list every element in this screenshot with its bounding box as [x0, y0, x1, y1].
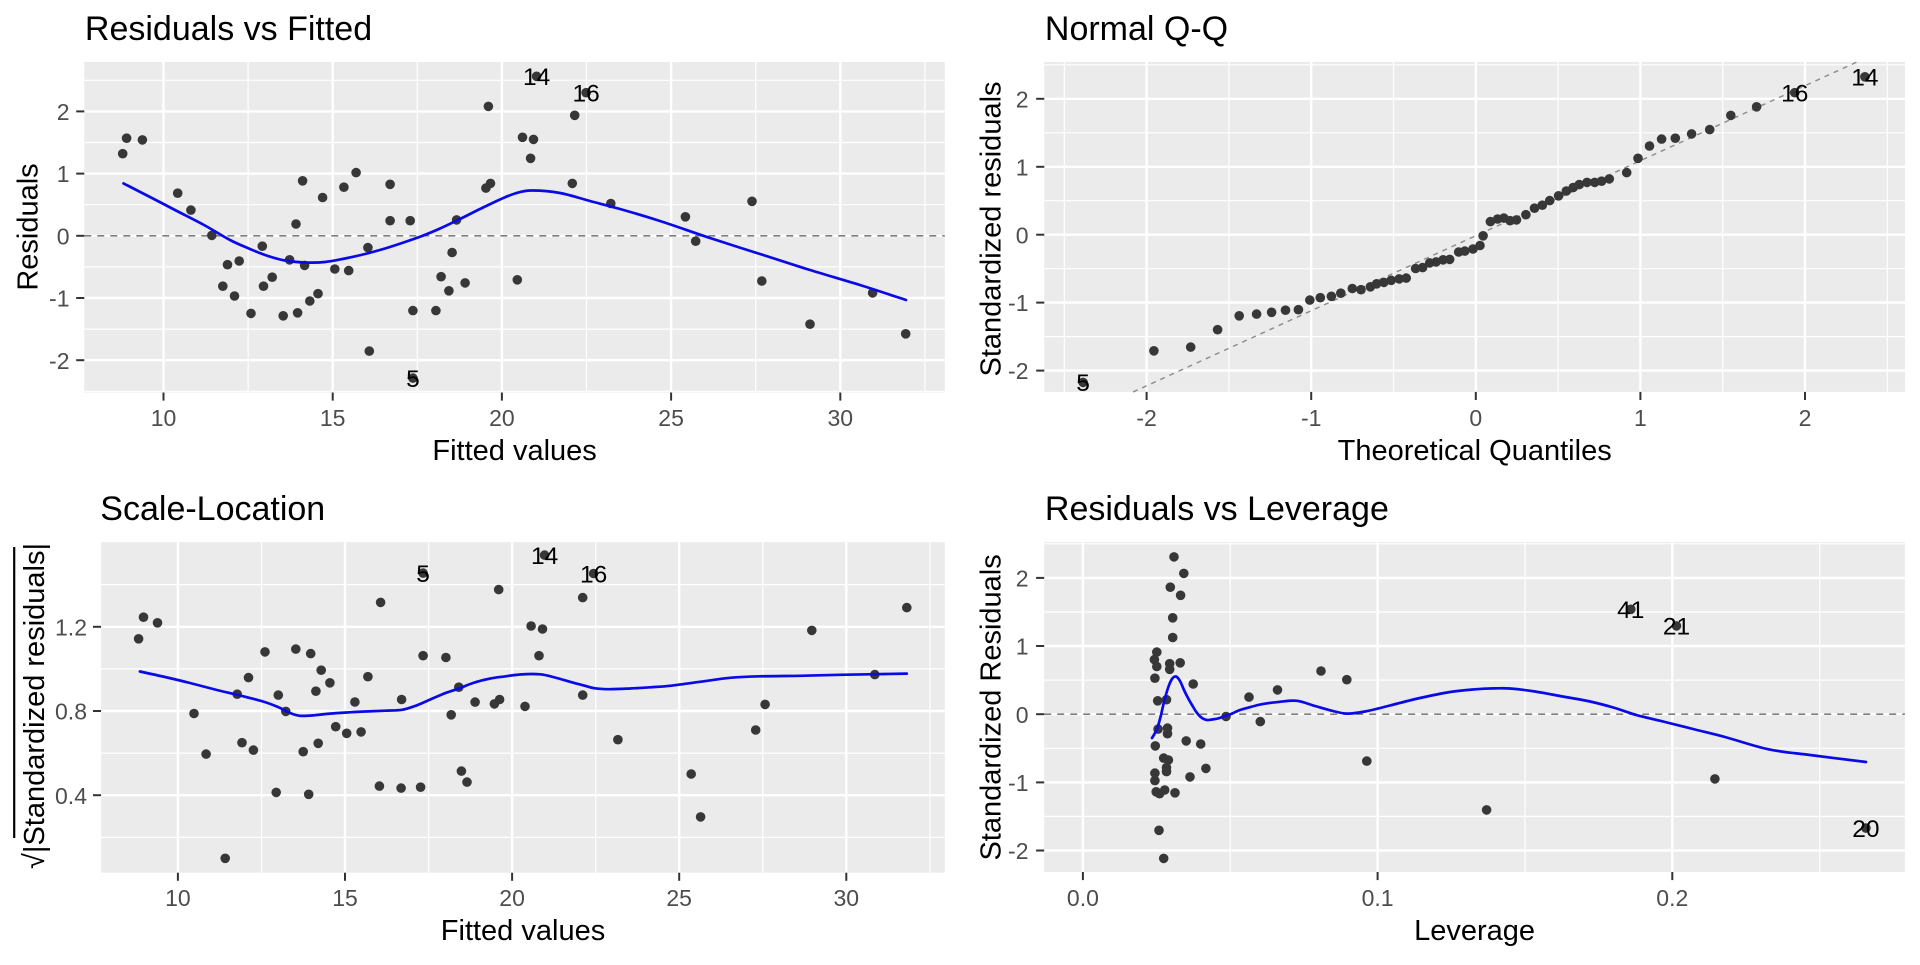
- svg-text:10: 10: [165, 885, 191, 911]
- svg-text:5: 5: [1076, 370, 1090, 397]
- svg-text:1: 1: [1016, 634, 1029, 660]
- svg-text:25: 25: [658, 405, 684, 431]
- svg-text:Leverage: Leverage: [1414, 915, 1535, 947]
- svg-text:-2: -2: [49, 348, 69, 374]
- svg-text:20: 20: [499, 885, 525, 911]
- svg-text:0.4: 0.4: [55, 783, 87, 809]
- svg-text:14: 14: [531, 543, 558, 570]
- svg-text:1: 1: [1634, 405, 1647, 431]
- svg-text:5: 5: [406, 366, 420, 393]
- svg-text:Standardized Residuals: Standardized Residuals: [976, 554, 1008, 860]
- svg-text:30: 30: [834, 885, 860, 911]
- svg-text:2: 2: [1016, 566, 1029, 592]
- svg-text:0.0: 0.0: [1067, 885, 1099, 911]
- svg-text:21: 21: [1663, 614, 1690, 641]
- svg-text:25: 25: [666, 885, 692, 911]
- svg-text:0.8: 0.8: [55, 699, 87, 725]
- svg-text:Fitted values: Fitted values: [432, 435, 596, 467]
- svg-text:2: 2: [1016, 86, 1029, 112]
- svg-text:-2: -2: [1008, 838, 1028, 864]
- svg-text:1: 1: [1016, 154, 1029, 180]
- svg-text:√|Standardized residuals|: √|Standardized residuals|: [19, 543, 51, 869]
- svg-text:2: 2: [57, 99, 70, 125]
- svg-text:Residuals: Residuals: [12, 163, 44, 290]
- svg-text:10: 10: [151, 405, 177, 431]
- svg-text:16: 16: [1781, 81, 1808, 108]
- svg-text:-1: -1: [1008, 290, 1028, 316]
- svg-text:14: 14: [1851, 65, 1878, 92]
- svg-text:20: 20: [489, 405, 515, 431]
- svg-text:0: 0: [1469, 405, 1482, 431]
- svg-text:Theoretical Quantiles: Theoretical Quantiles: [1338, 435, 1612, 467]
- svg-text:0.1: 0.1: [1362, 885, 1394, 911]
- svg-text:-1: -1: [49, 286, 69, 312]
- svg-text:30: 30: [828, 405, 854, 431]
- svg-text:15: 15: [332, 885, 358, 911]
- svg-text:15: 15: [320, 405, 346, 431]
- svg-text:Normal Q-Q: Normal Q-Q: [1045, 10, 1228, 48]
- svg-text:41: 41: [1617, 597, 1644, 624]
- svg-text:Residuals vs Fitted: Residuals vs Fitted: [85, 10, 372, 48]
- svg-text:-2: -2: [1136, 405, 1156, 431]
- svg-text:0: 0: [1016, 702, 1029, 728]
- svg-text:-1: -1: [1008, 770, 1028, 796]
- svg-text:1: 1: [57, 161, 70, 187]
- svg-text:Scale-Location: Scale-Location: [100, 490, 325, 528]
- svg-text:0: 0: [1016, 222, 1029, 248]
- svg-text:1.2: 1.2: [55, 614, 87, 640]
- svg-text:0.2: 0.2: [1656, 885, 1688, 911]
- svg-text:2: 2: [1799, 405, 1812, 431]
- svg-text:16: 16: [580, 561, 607, 588]
- svg-text:-1: -1: [1301, 405, 1321, 431]
- svg-text:Fitted values: Fitted values: [441, 915, 605, 947]
- svg-text:0: 0: [57, 223, 70, 249]
- svg-text:5: 5: [416, 561, 430, 588]
- svg-text:14: 14: [523, 64, 550, 91]
- svg-text:Standardized residuals: Standardized residuals: [976, 81, 1008, 376]
- svg-text:20: 20: [1852, 816, 1879, 843]
- svg-text:Residuals vs Leverage: Residuals vs Leverage: [1045, 490, 1389, 528]
- svg-text:-2: -2: [1008, 358, 1028, 384]
- svg-text:16: 16: [572, 81, 599, 108]
